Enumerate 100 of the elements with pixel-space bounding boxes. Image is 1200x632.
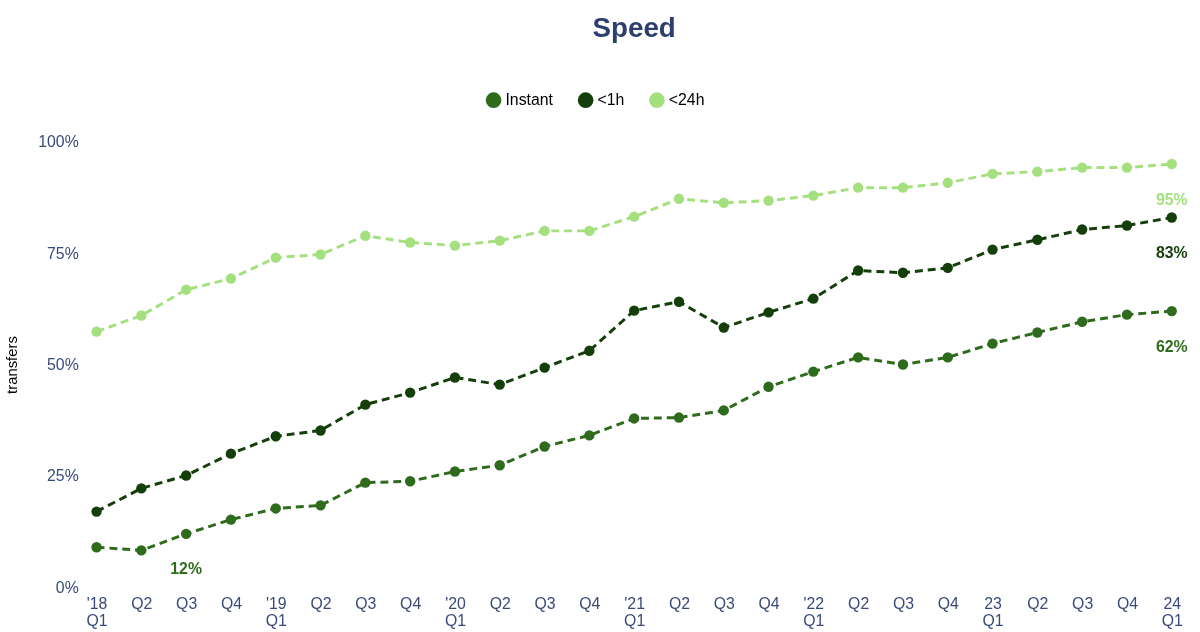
point <box>180 528 192 540</box>
point <box>1166 305 1177 317</box>
y-tick-label: 25% <box>47 467 79 485</box>
x-tick-label: Q3 <box>892 594 915 612</box>
x-tick-label: Q4 <box>400 594 422 612</box>
y-tick-label: 50% <box>47 355 79 373</box>
x-tick-label: '18 Q1 <box>86 594 108 630</box>
point <box>270 252 281 263</box>
point <box>539 362 550 373</box>
x-tick-label: Q3 <box>713 594 735 612</box>
x-tick-label: 23 Q1 <box>982 594 1004 630</box>
point <box>449 466 461 477</box>
point <box>1032 166 1043 177</box>
point <box>718 322 729 333</box>
x-tick-label: Q4 <box>220 594 243 612</box>
x-tick-label: Q4 <box>1116 594 1139 612</box>
point <box>942 352 953 363</box>
point <box>584 225 595 237</box>
data-label: 83% <box>1155 244 1188 262</box>
point <box>987 338 998 349</box>
point <box>180 470 192 481</box>
data-label: 62% <box>1155 337 1188 355</box>
point <box>852 182 864 193</box>
x-tick-label: Q4 <box>758 594 780 612</box>
point <box>1032 234 1043 245</box>
x-tick-label: Q4 <box>579 594 601 612</box>
x-tick-label: Q2 <box>668 594 691 612</box>
point <box>404 476 416 487</box>
point <box>270 431 281 442</box>
point <box>315 500 326 511</box>
point <box>763 307 774 318</box>
legend-label: <1h <box>597 91 625 109</box>
point <box>628 211 640 222</box>
point <box>584 430 595 441</box>
point <box>808 190 819 201</box>
point <box>1076 162 1088 173</box>
point <box>136 310 147 321</box>
point <box>539 225 550 237</box>
point <box>1166 158 1177 170</box>
y-tick-label: 0% <box>55 578 79 596</box>
x-tick-label: Q4 <box>937 594 959 612</box>
point <box>315 425 326 436</box>
point <box>404 387 416 398</box>
point <box>360 230 371 241</box>
point <box>270 503 281 514</box>
point <box>942 262 953 274</box>
x-tick-label: '22 Q1 <box>803 594 825 630</box>
data-label: 12% <box>170 560 202 578</box>
point <box>1121 162 1133 173</box>
x-tick-label: '20 Q1 <box>444 594 467 630</box>
x-tick-label: Q3 <box>176 594 198 612</box>
x-tick-label: Q3 <box>355 594 377 612</box>
x-tick-label: Q2 <box>1027 594 1049 612</box>
point <box>136 483 147 494</box>
chart-title: Speed <box>592 11 676 43</box>
point <box>404 237 416 248</box>
point <box>852 265 864 276</box>
x-tick-label: '19 Q1 <box>265 594 287 630</box>
point <box>718 197 729 208</box>
point <box>1076 224 1088 235</box>
point <box>225 273 237 284</box>
x-tick-label: Q2 <box>489 594 511 612</box>
point <box>673 193 685 204</box>
point <box>763 195 774 206</box>
point <box>494 379 505 390</box>
point <box>897 267 909 278</box>
point <box>987 244 998 255</box>
y-tick-label: 75% <box>47 244 79 262</box>
point <box>808 293 819 304</box>
y-tick-label: 100% <box>38 133 79 151</box>
point <box>180 284 192 295</box>
point <box>852 352 864 363</box>
point <box>91 326 102 337</box>
point <box>1166 212 1177 223</box>
x-tick-label: 24 Q1 <box>1161 594 1183 630</box>
point <box>449 240 461 251</box>
point <box>91 542 102 553</box>
point <box>808 366 819 377</box>
point <box>673 412 685 423</box>
x-tick-label: Q3 <box>1072 594 1094 612</box>
point <box>584 345 595 356</box>
point <box>628 305 640 316</box>
legend-label: Instant <box>505 91 554 109</box>
x-tick-label: Q2 <box>848 594 870 612</box>
point <box>987 168 998 180</box>
x-tick-label: Q3 <box>534 594 556 612</box>
point <box>718 405 729 416</box>
point <box>763 381 774 392</box>
point <box>494 460 505 471</box>
point <box>494 235 505 246</box>
point <box>539 441 550 452</box>
x-tick-label: '21 Q1 <box>624 594 646 630</box>
x-tick-label: Q2 <box>310 594 332 612</box>
point <box>897 182 909 193</box>
point <box>360 399 371 410</box>
data-label: 95% <box>1155 190 1188 208</box>
legend-label: <24h <box>668 91 705 109</box>
point <box>628 413 640 424</box>
point <box>673 296 685 307</box>
y-axis-title: transfers <box>4 336 21 394</box>
